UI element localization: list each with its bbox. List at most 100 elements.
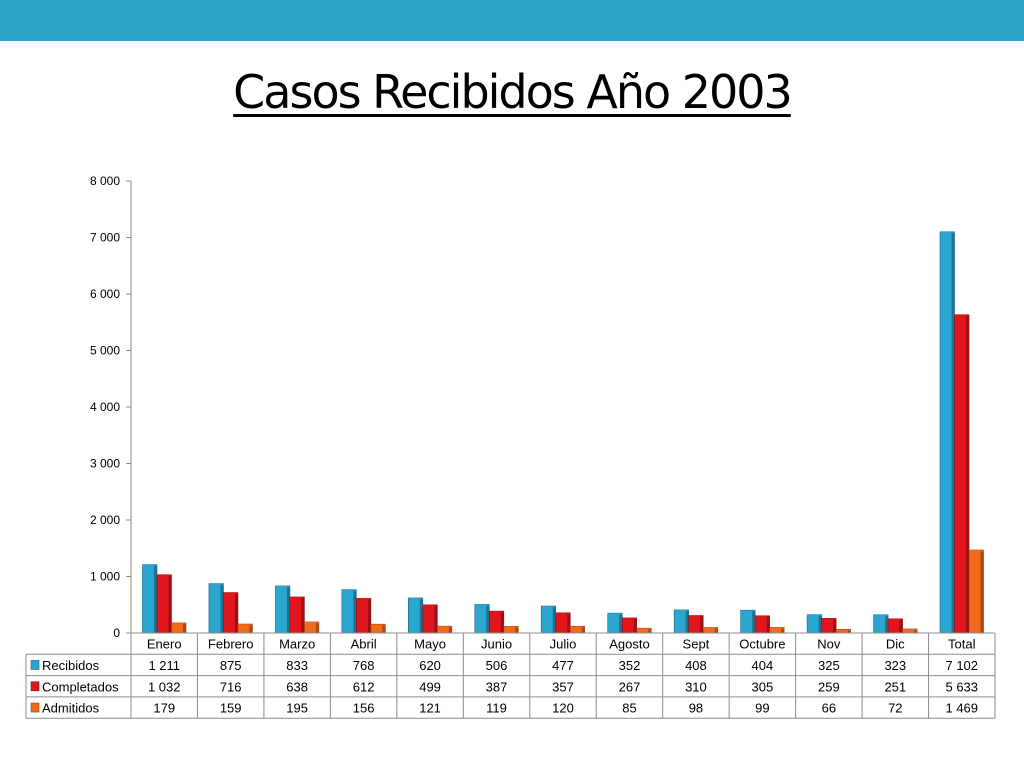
- bar-top-edge: [622, 617, 637, 620]
- bar-top-edge: [807, 614, 822, 617]
- bar-side-shade: [752, 610, 756, 633]
- slide-title: Casos Recibidos Año 2003: [0, 62, 1024, 122]
- table-cell-value: 323: [884, 658, 906, 673]
- table-cell-value: 716: [220, 679, 242, 694]
- bar-side-shade: [980, 550, 984, 633]
- bar-top-edge: [437, 626, 452, 628]
- table-cell-value: 72: [888, 701, 902, 716]
- bar-top-edge: [489, 611, 504, 613]
- bar-side-shade: [552, 606, 556, 633]
- bar-side-shade: [220, 583, 224, 633]
- y-tick-label: 1 000: [90, 570, 120, 584]
- table-cell-value: 387: [486, 679, 508, 694]
- category-label: Total: [948, 637, 976, 652]
- table-cell-value: 179: [153, 701, 175, 716]
- bar-top-edge: [237, 624, 253, 626]
- bar-side-shade: [434, 604, 438, 633]
- bar-side-shade: [448, 626, 452, 633]
- bar-side-shade: [500, 611, 504, 633]
- bar-top-edge: [142, 564, 157, 567]
- table-cell-value: 195: [286, 701, 308, 716]
- table-cell-value: 477: [552, 658, 574, 673]
- bar-side-shade: [781, 627, 785, 633]
- bar-side-shade: [581, 626, 585, 633]
- table-cell-value: 1 469: [945, 701, 978, 716]
- y-tick-label: 8 000: [90, 174, 120, 188]
- bar-top-edge: [370, 624, 386, 626]
- table-cell-value: 1 032: [148, 679, 181, 694]
- slide-title-text: Casos Recibidos Año 2003: [233, 65, 793, 119]
- bar-side-shade: [153, 564, 157, 633]
- bar-side-shade: [567, 612, 571, 633]
- bar-side-shade: [914, 628, 918, 633]
- bar-top-edge: [208, 583, 224, 586]
- legend-swatch-recibidos: [30, 660, 40, 670]
- y-tick-label: 6 000: [90, 287, 120, 301]
- category-label: Octubre: [739, 637, 785, 652]
- table-cell-value: 310: [685, 679, 707, 694]
- bar-side-shade: [899, 618, 903, 633]
- bar-side-shade: [685, 609, 689, 633]
- bar-top-edge: [541, 606, 556, 608]
- category-label: Febrero: [208, 637, 254, 652]
- bar-side-shade: [367, 598, 371, 633]
- y-tick-label: 5 000: [90, 344, 120, 358]
- table-cell-value: 121: [419, 701, 441, 716]
- slide-top-bar: [0, 0, 1024, 41]
- bar-side-shade: [818, 614, 822, 633]
- bar-top-edge: [769, 627, 785, 629]
- legend-label: Completados: [42, 679, 119, 694]
- table-cell-value: 875: [220, 658, 242, 673]
- table-cell-value: 612: [353, 679, 375, 694]
- table-cell-value: 120: [552, 701, 574, 716]
- table-cell-value: 506: [486, 658, 508, 673]
- y-tick-label: 7 000: [90, 231, 120, 245]
- bar-top-edge: [821, 618, 837, 620]
- table-cell-value: 768: [353, 658, 375, 673]
- bar-top-edge: [902, 628, 918, 631]
- table-cell-value: 5 633: [945, 679, 978, 694]
- legend-label: Recibidos: [42, 658, 100, 673]
- bar-top-edge: [873, 614, 889, 617]
- bar-side-shade: [353, 589, 357, 633]
- bar-top-edge: [356, 598, 371, 600]
- table-cell-value: 99: [755, 701, 769, 716]
- bar-side-shade: [234, 592, 238, 633]
- bar-side-shade: [633, 617, 637, 633]
- bar-top-edge: [341, 589, 357, 592]
- y-tick-label: 0: [113, 626, 120, 640]
- bar-side-shade: [847, 629, 851, 633]
- bar-top-edge: [503, 626, 519, 628]
- bar-top-edge: [570, 626, 585, 628]
- bar-side-shade: [833, 618, 837, 633]
- table-cell-value: 119: [486, 701, 507, 716]
- category-label: Mayo: [414, 637, 446, 652]
- bar-side-shade: [382, 624, 386, 633]
- category-label: Nov: [817, 637, 841, 652]
- bar-top-edge: [888, 618, 903, 621]
- table-cell-value: 620: [419, 658, 441, 673]
- table-cell-value: 305: [752, 679, 774, 694]
- table-cell-value: 325: [818, 658, 840, 673]
- bar-top-edge: [969, 550, 984, 552]
- bar-top-edge: [289, 596, 305, 599]
- y-tick-label: 3 000: [90, 457, 120, 471]
- legend-swatch-completados: [30, 681, 40, 692]
- table-cell-value: 404: [752, 658, 774, 673]
- bar-side-shade: [168, 574, 172, 633]
- table-cell-value: 499: [419, 679, 441, 694]
- category-label: Agosto: [609, 637, 649, 652]
- table-cell-value: 98: [689, 701, 703, 716]
- bar-top-edge: [607, 613, 623, 615]
- table-cell-value: 251: [884, 679, 906, 694]
- category-label: Julio: [550, 637, 577, 652]
- bar-top-edge: [408, 597, 423, 600]
- bar-top-edge: [555, 612, 571, 615]
- table-cell-value: 1 211: [148, 658, 180, 673]
- bar-top-edge: [275, 585, 290, 588]
- bar-side-shade: [619, 613, 623, 633]
- table-cell-value: 159: [220, 701, 242, 716]
- bar-top-edge: [304, 621, 319, 624]
- bar-top-edge: [156, 574, 172, 577]
- bar-side-shade: [249, 624, 253, 633]
